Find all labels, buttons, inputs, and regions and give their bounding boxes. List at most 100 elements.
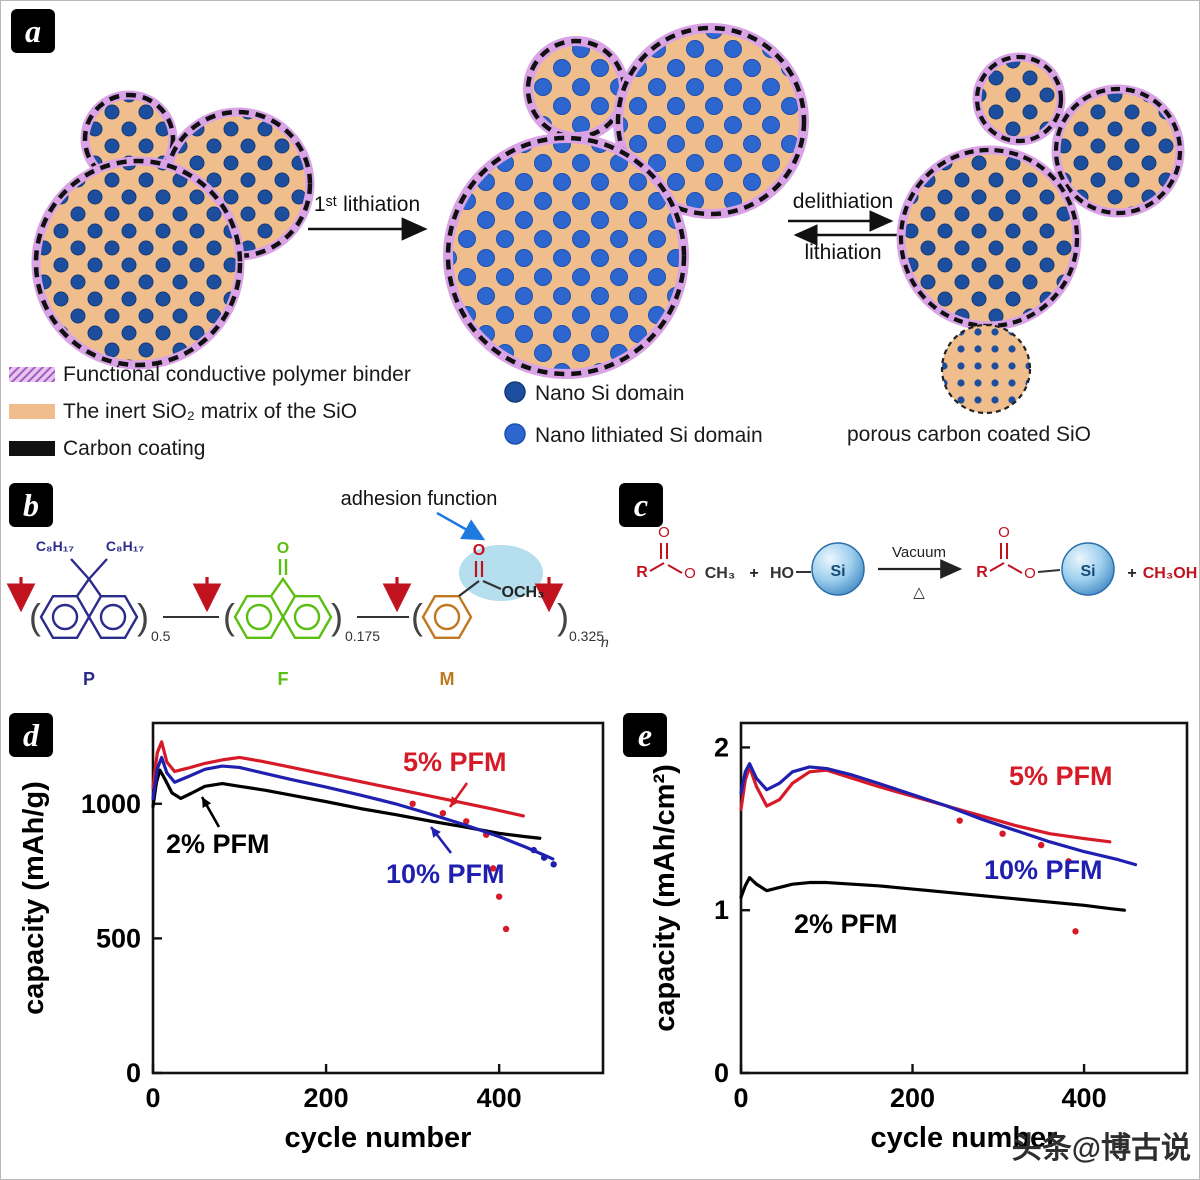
plus-sign: + [1127,565,1136,582]
nano-si-dot [504,381,526,403]
p-unit [39,558,139,639]
bond [667,564,683,574]
x-tick-label: 200 [304,1083,349,1113]
panel-d-label: d [9,713,53,757]
data-point [502,925,510,933]
heat-condition: △ [913,584,925,601]
nano-si-legend-label: Nano Si domain [535,382,684,405]
octyl-label: C₈H₁₇ [36,538,74,554]
carbon-swatch [9,441,55,456]
repeat-n: n [601,634,609,650]
delithiation-label: delithiation [793,190,893,213]
y-tick-label: 0 [126,1058,141,1088]
unit-letter-p: P [83,669,95,689]
annotation-arrowhead [202,797,212,808]
panel-a-label: a [11,9,55,53]
panel-b-structure: adhesion function C₈H₁₇ C₈H₁₇ ( ) 0.5 [6,488,609,689]
lithiation-label: lithiation [804,241,881,264]
particle-cluster-cycled [896,52,1185,331]
data-point [550,861,557,868]
binder-legend-label: Functional conductive polymer binder [63,363,411,386]
unit-letter-f: F [278,669,289,689]
series-10-pfm [151,755,555,861]
data-point [1072,928,1079,935]
particle-cluster-lithiated [443,23,809,379]
curve-annotation: 2% PFM [794,909,898,939]
si-label: Si [1080,563,1095,580]
data-point [540,854,548,861]
data-point [495,893,503,900]
octyl-label: C₈H₁₇ [106,538,144,554]
si-label: Si [830,563,845,580]
annotation-arrowhead [431,827,441,838]
methyl-group: CH₃ [705,565,736,582]
first-lithiation-label: 1ˢᵗ lithiation [314,193,420,216]
m-unit [421,595,473,639]
y-axis-label: capacity (mAh/g) [18,781,50,1015]
data-point [439,809,447,817]
data-point [1037,841,1045,849]
panel-c-reaction: R O O CH₃ + HO Si Vacuum △ R O O Si + CH… [636,524,1198,601]
y-tick-label: 500 [96,923,141,953]
r-group: R [976,564,988,581]
x-axis-label: cycle number [871,1122,1058,1154]
panel-b-label: b [9,483,53,527]
x-tick-label: 200 [890,1083,935,1113]
porous-sio-legend-label: porous carbon coated SiO [847,423,1091,446]
particle-cluster-pristine [31,90,315,370]
paren: ( [411,596,423,637]
matrix-legend-label: The inert SiO₂ matrix of the SiO [63,400,357,423]
series-5-pfm [739,765,1112,844]
x-tick-label: 0 [733,1083,748,1113]
series-10-pfm [739,762,1138,867]
data-point [409,800,416,807]
binder-swatch [9,367,55,382]
watermark: 头条@博古说 [1011,1132,1191,1165]
bond [1007,564,1023,574]
matrix-swatch [9,404,55,419]
fraction-p: 0.5 [151,628,171,644]
y-tick-label: 1000 [81,789,141,819]
bond [1037,569,1061,573]
carbonyl-oxygen: O [998,524,1010,541]
data-point [1065,858,1072,865]
plus-sign: + [749,565,758,582]
unit-letter-m: M [440,669,455,689]
panel-e-label: e [623,713,667,757]
carbon-legend-label: Carbon coating [63,437,205,460]
x-tick-label: 400 [477,1083,522,1113]
y-tick-label: 1 [714,895,729,925]
x-axis-label: cycle number [285,1122,472,1154]
bond [989,562,1005,572]
paren: ) [557,596,569,637]
chart-d: 0 200 400 0 500 1000 cycle number capacity (mAh… [18,721,605,1154]
x-tick-label: 400 [1062,1083,1107,1113]
data-point [956,817,963,824]
adhesion-arrow-icon [436,511,486,541]
si-sphere [811,542,865,596]
annotation-arrowhead [450,796,460,807]
fraction-m: 0.325 [569,628,604,644]
ester-oxygen: O [473,542,485,559]
plot-box [739,721,1189,1075]
adhesion-highlight [459,545,543,601]
r-group: R [636,564,648,581]
bond [649,562,665,572]
paren: ( [223,596,235,637]
ester-bond [458,580,480,597]
ester-oxygen: O [1024,565,1036,582]
series-2-pfm [151,768,542,840]
y-tick-label: 0 [714,1058,729,1088]
f-unit [233,559,333,639]
ketone-oxygen: O [277,540,289,557]
vacuum-condition: Vacuum [892,544,946,561]
fraction-f: 0.175 [345,628,380,644]
methanol-label: CH₃OH [1143,565,1198,582]
paren: ( [29,596,41,637]
curve-annotation: 5% PFM [403,747,507,777]
data-point [530,846,537,854]
data-point [489,865,497,872]
x-tick-label: 0 [145,1083,160,1113]
ester-bond [482,579,502,591]
plot-box [151,721,605,1075]
